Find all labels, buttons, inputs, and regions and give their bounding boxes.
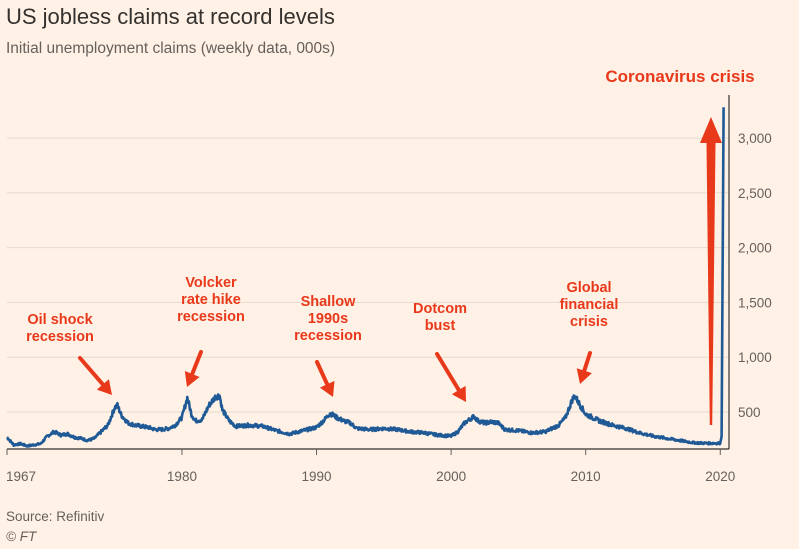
annotation-4-line-0: Global	[566, 280, 611, 296]
annotation-2-line-1: 1990s	[308, 311, 348, 327]
x-tick-label-5: 2020	[705, 469, 735, 484]
annotation-0-arrow-shaft	[78, 356, 105, 387]
annotation-3-line-1: bust	[425, 318, 456, 334]
annotation-3-arrow-head	[451, 385, 466, 402]
annotation-4-line-1: financial	[560, 297, 619, 313]
source-note: Source: Refinitiv	[6, 509, 105, 524]
x-tick-label-1: 1980	[167, 469, 197, 484]
x-tick-label-3: 2000	[436, 469, 466, 484]
annotation-3-line-0: Dotcom	[413, 301, 467, 317]
series-line-0	[6, 107, 725, 448]
annotation-1-arrow-shaft	[190, 350, 203, 377]
annotation-1-arrow-head	[184, 371, 200, 387]
x-axis: 1967 1980 1990 2000 2010 2020	[6, 448, 735, 484]
annotation-2-line-0: Shallow	[301, 294, 357, 310]
x-tick-label-2: 1990	[302, 469, 332, 484]
annotation-4-arrow-shaft	[582, 351, 592, 373]
chart-title: US jobless claims at record levels	[6, 4, 335, 29]
annotation-5-arrow-head	[700, 117, 722, 143]
annotation-1-line-2: recession	[177, 309, 245, 325]
y-tick-label-2: 1,500	[738, 295, 772, 310]
annotation-2-arrow-head	[319, 380, 335, 397]
x-tick-label-4: 2010	[571, 469, 601, 484]
x-tick-label-0: 1967	[6, 469, 36, 484]
series-layer	[6, 107, 725, 448]
annotation-0-arrow-head	[96, 379, 112, 395]
annotation-5: Coronavirus crisis	[605, 67, 755, 425]
y-axis: 500 1,000 1,500 2,000 2,500 3,000	[728, 95, 772, 449]
y-tick-label-3: 2,000	[738, 241, 772, 256]
annotation-4-arrow-head	[576, 368, 592, 384]
annotation-0-line-1: recession	[26, 329, 94, 345]
chart-subtitle: Initial unemployment claims (weekly data…	[6, 40, 336, 57]
y-tick-label-5: 3,000	[738, 131, 772, 146]
y-tick-label-4: 2,500	[738, 186, 772, 201]
annotation-1-line-1: rate hike	[181, 292, 241, 308]
annotation-0-line-0: Oil shock	[27, 312, 93, 328]
annotation-3-arrow-shaft	[435, 352, 461, 393]
y-tick-label-1: 1,000	[738, 350, 772, 365]
annotation-4-line-2: crisis	[570, 314, 608, 330]
annotation-2-arrow-shaft	[315, 360, 330, 387]
annotation-5-arrow-shaft	[706, 143, 716, 425]
annotation-5-line-0: Coronavirus crisis	[605, 67, 754, 86]
ft-brand: © FT	[6, 529, 37, 544]
annotation-2-line-2: recession	[294, 328, 362, 344]
grid-lines	[7, 137, 729, 413]
annotation-1-line-0: Volcker	[185, 275, 237, 291]
y-tick-label-0: 500	[738, 405, 761, 420]
